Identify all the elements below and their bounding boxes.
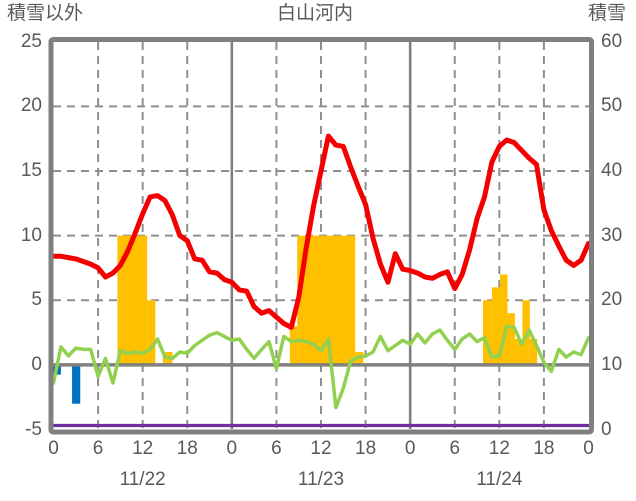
orange-bar [147,300,156,365]
orange-bar [529,339,538,365]
plot-series [52,42,590,429]
right-axis-tick: 0 [601,418,612,440]
chart-title: 白山河内 [276,3,354,24]
left-axis-tick: 20 [20,95,42,117]
hour-tick: 12 [488,438,510,459]
right-axis-tick: 40 [601,159,623,181]
orange-bar [289,326,298,365]
plot-frame [48,37,594,435]
orange-bar [482,300,492,365]
hour-tick: 0 [226,438,238,459]
hour-tick: 0 [404,438,416,459]
blue-bar [72,364,81,404]
right-axis-tick: 50 [601,95,623,117]
hour-tick: 18 [533,438,555,459]
orange-bar [507,313,515,365]
left-axis-title: 積雪以外 [7,3,84,24]
hour-tick: 0 [48,438,59,459]
right-axis-tick: 10 [601,353,623,375]
left-axis-tick: -5 [25,418,42,440]
date-label: 11/24 [476,469,523,490]
hour-tick: 12 [132,438,154,459]
left-axis-tick: 0 [31,353,42,375]
right-axis-tick: 30 [601,224,623,246]
hour-tick: 6 [92,438,104,459]
orange-bar [117,235,148,365]
orange-bar [500,274,508,365]
left-axis-tick: 5 [31,289,42,311]
right-axis-title: 積雪 [588,3,627,24]
hour-tick: 18 [176,438,198,459]
left-axis-tick: 15 [20,159,42,181]
orange-bar [514,339,523,365]
left-axis-tick: 10 [20,224,42,246]
left-axis-tick: 25 [20,30,42,52]
orange-bar [491,287,501,365]
right-axis-tick: 20 [601,289,623,311]
hour-tick: 12 [310,438,332,459]
hour-tick: 0 [583,438,594,459]
hour-tick: 18 [355,438,377,459]
hour-tick: 6 [449,438,461,459]
hour-tick: 6 [271,438,282,459]
date-label: 11/22 [119,469,166,490]
red-line [52,133,590,330]
right-axis-tick: 60 [601,30,623,52]
date-label: 11/23 [297,469,345,490]
green-line [52,324,590,410]
